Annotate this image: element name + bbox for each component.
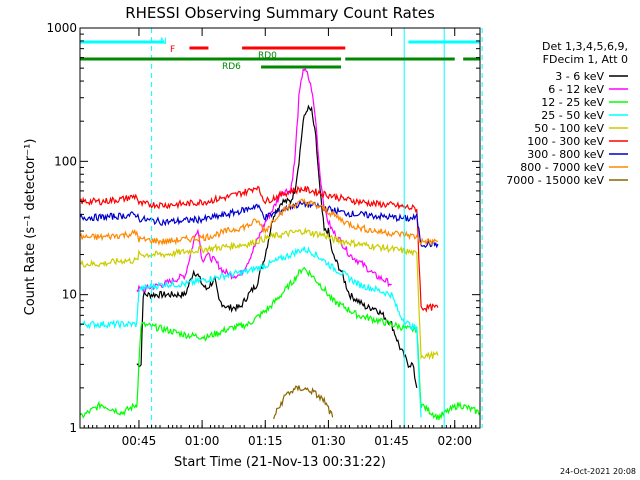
series-line-2 [80,266,480,420]
x-tick-label-0: 00:45 [122,434,157,448]
footer-timestamp: 24-Oct-2021 20:08 [560,467,636,476]
legend-label-7: 800 - 7000 keV [520,161,604,174]
axis-layer: 00:45 01:00 01:15 01:30 01:45 02:00 1 10 100 1000 [46,21,480,448]
legend-label-8: 7000 - 15000 keV [506,174,604,187]
legend-label-1: 6 - 12 keV [548,83,604,96]
x-tick-label-4: 01:45 [374,434,409,448]
legend: Det 1,3,4,5,6,9,FDecim 1, Att 0 3 - 6 keV… [506,40,628,187]
legend-label-4: 50 - 100 keV [534,122,604,135]
y-tick-label-3: 1000 [46,21,77,35]
x-axis-label: Start Time (21-Nov-13 00:31:22) [174,455,386,470]
annotation-label-f: F [170,45,175,55]
series-line-8 [273,385,334,420]
y-tick-label-1: 10 [62,288,77,302]
legend-label-2: 12 - 25 keV [541,96,604,109]
plot-frame [79,27,481,429]
legend-label-0: 3 - 6 keV [555,70,604,83]
series-line-5 [80,185,439,313]
legend-label-5: 100 - 300 keV [527,135,604,148]
series-layer [80,67,480,420]
x-tick-label-1: 01:00 [185,434,220,448]
y-tick-label-0: 1 [69,421,77,435]
x-tick-label-3: 01:30 [311,434,346,448]
series-line-4 [80,226,439,361]
y-axis-label: Count Rate (s⁻¹ detector⁻¹) [23,139,38,316]
annotation-label-n: N [160,37,167,47]
legend-header-0: Det 1,3,4,5,6,9, [542,40,628,53]
y-tick-label-2: 100 [54,154,77,168]
series-line-6 [80,198,439,249]
annotation-layer: NF RD0 RD6 [80,28,483,428]
annotation-label-rd0: RD0 [258,51,277,61]
legend-header-1: FDecim 1, Att 0 [543,53,628,66]
series-line-7 [80,198,439,246]
annotation-label-rd6: RD6 [222,62,241,72]
chart-title: RHESSI Observing Summary Count Rates [125,4,435,22]
legend-label-6: 300 - 800 keV [527,148,604,161]
series-line-3 [80,246,422,418]
x-tick-label-2: 01:15 [248,434,283,448]
legend-label-3: 25 - 50 keV [541,109,604,122]
x-tick-label-5: 02:00 [437,434,472,448]
